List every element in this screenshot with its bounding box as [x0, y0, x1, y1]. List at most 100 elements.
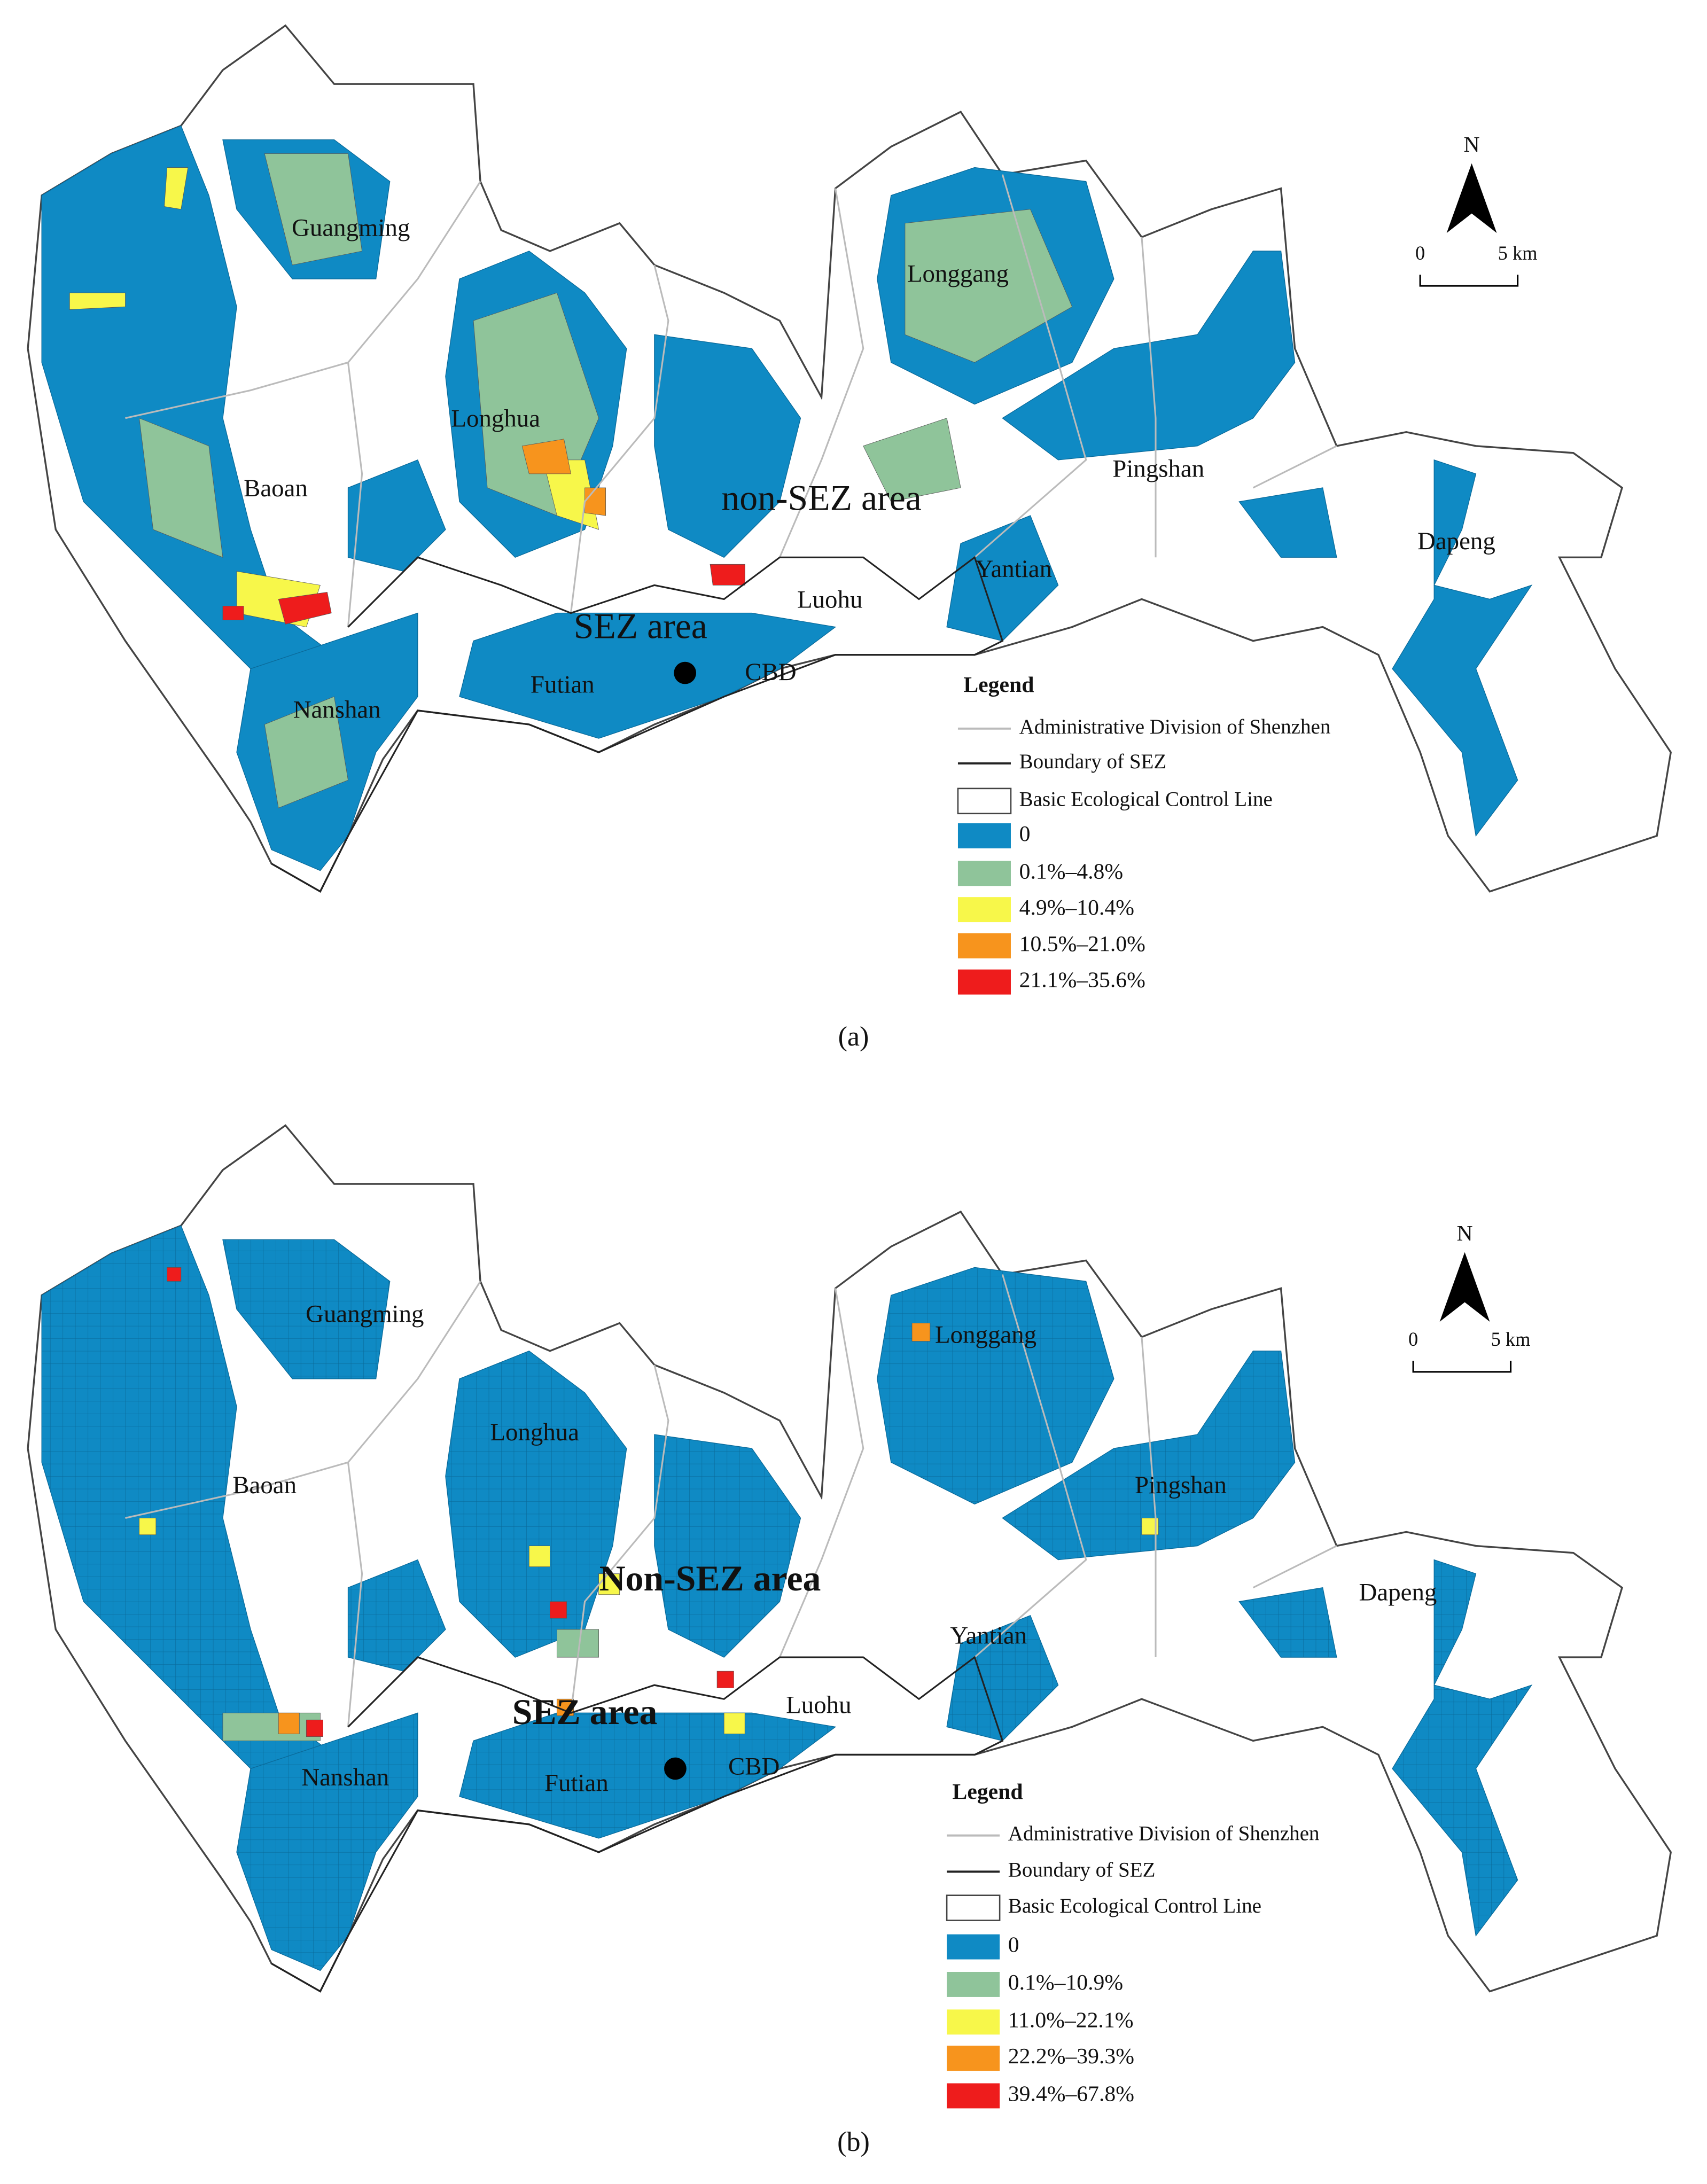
district-line	[1141, 1337, 1157, 1658]
legend-swatch	[957, 787, 1012, 815]
scale-label: 5 km	[1491, 1328, 1531, 1350]
panel-caption: (b)	[837, 2127, 870, 2157]
place-label: Dapeng	[1417, 527, 1495, 555]
class-patch	[278, 591, 332, 625]
legend-label: 0.1%–10.9%	[1008, 1970, 1123, 1995]
district-line	[1141, 237, 1157, 558]
legend-label: Basic Ecological Control Line	[1008, 1894, 1261, 1917]
legend-swatch	[947, 1972, 1000, 1997]
place-label: Dapeng	[1359, 1579, 1437, 1606]
grid-cells	[459, 1713, 836, 1838]
district-line	[1252, 1545, 1337, 1589]
class-patch	[306, 1719, 323, 1737]
region-outline	[27, 1124, 1672, 1993]
legend-swatch	[947, 2046, 1000, 2071]
legend-swatch	[957, 861, 1011, 886]
legend-label: 4.9%–10.4%	[1019, 895, 1134, 920]
class-patch	[557, 1629, 599, 1658]
legend-label: 0	[1008, 1933, 1019, 1957]
north-label: N	[1464, 132, 1480, 157]
legend-title: Legend	[953, 1780, 1023, 1804]
legend-swatch	[957, 823, 1011, 848]
grid-cells	[1239, 1587, 1337, 1658]
place-label: SEZ area	[512, 1692, 658, 1732]
north-arrow	[1439, 1252, 1490, 1322]
scale-label: 0	[1415, 242, 1425, 264]
legend-label: 21.1%–35.6%	[1019, 968, 1145, 993]
legend-label: 0.1%–4.8%	[1019, 859, 1124, 884]
legend-label: Administrative Division of Shenzhen	[1019, 715, 1331, 738]
place-label: non-SEZ area	[721, 478, 921, 518]
class-patch	[69, 292, 126, 310]
place-label: Futian	[544, 1769, 609, 1797]
legend-label: 39.4%–67.8%	[1008, 2082, 1134, 2107]
place-label: Non-SEZ area	[599, 1558, 821, 1598]
panel-caption: (a)	[838, 1021, 869, 1052]
cbd-marker	[664, 1757, 687, 1780]
place-label: Luohu	[786, 1691, 851, 1719]
place-label: Yantian	[950, 1621, 1027, 1649]
class-patch	[710, 564, 745, 586]
legend-label: Boundary of SEZ	[1019, 750, 1167, 773]
place-label: Yantian	[975, 555, 1052, 583]
place-label: Baoan	[244, 474, 308, 502]
class-patch	[164, 167, 189, 210]
zero-zone	[1392, 459, 1533, 837]
grid-cells	[237, 1713, 418, 1971]
district-line	[778, 1288, 864, 1658]
place-label: Guangming	[306, 1300, 424, 1328]
district-line	[570, 264, 669, 613]
legend-swatch	[957, 933, 1011, 958]
place-label: Pingshan	[1112, 455, 1204, 482]
place-label: CBD	[728, 1752, 780, 1780]
place-label: Guangming	[292, 214, 410, 242]
class-patch	[278, 1712, 300, 1734]
class-patch	[716, 1671, 734, 1688]
grid-cells	[1002, 1351, 1295, 1560]
place-label: SEZ area	[574, 606, 707, 646]
legend-swatch	[957, 897, 1011, 923]
scale-bar	[1419, 275, 1519, 287]
place-label: Longhua	[490, 1418, 579, 1446]
place-label: Longgang	[907, 260, 1009, 288]
legend-title: Legend	[963, 673, 1034, 697]
district-line	[125, 1461, 348, 1519]
district-line	[974, 1274, 1087, 1658]
grid-cells	[1392, 1559, 1532, 1936]
class-patch	[139, 418, 223, 558]
legend-swatch	[946, 1894, 1001, 1921]
class-patch	[264, 696, 348, 808]
zero-zone	[1002, 251, 1296, 461]
district-line	[974, 174, 1087, 558]
legend-label: Boundary of SEZ	[1008, 1858, 1156, 1881]
class-patch	[521, 439, 571, 474]
class-patch	[222, 1712, 321, 1741]
legend-label: 0	[1019, 822, 1031, 846]
legend-label: Administrative Division of Shenzhen	[1008, 1822, 1320, 1845]
class-patch	[264, 153, 363, 266]
place-label: Baoan	[232, 1471, 297, 1499]
district-line	[570, 1364, 669, 1713]
zero-zone	[347, 459, 446, 572]
class-patch	[167, 1267, 182, 1282]
class-patch	[905, 209, 1073, 363]
region-outline	[27, 24, 1672, 893]
place-label: Nanshan	[293, 696, 381, 723]
legend-label: 10.5%–21.0%	[1019, 932, 1145, 956]
scale-bar	[1412, 1360, 1512, 1373]
grid-cells	[947, 1615, 1058, 1741]
north-label: N	[1456, 1221, 1472, 1246]
place-label: Luohu	[797, 586, 862, 613]
map-panel	[27, 1124, 1672, 1993]
zero-zone	[459, 612, 837, 739]
zero-zone	[946, 515, 1059, 642]
place-label: Longhua	[451, 405, 540, 433]
grid-cells	[222, 1239, 390, 1379]
legend-label: 11.0%–22.1%	[1008, 2008, 1134, 2032]
place-label: Futian	[531, 670, 595, 698]
map-panel	[27, 24, 1672, 893]
legend-swatch	[947, 2083, 1000, 2109]
cbd-marker	[674, 661, 697, 684]
class-patch	[139, 1518, 157, 1535]
